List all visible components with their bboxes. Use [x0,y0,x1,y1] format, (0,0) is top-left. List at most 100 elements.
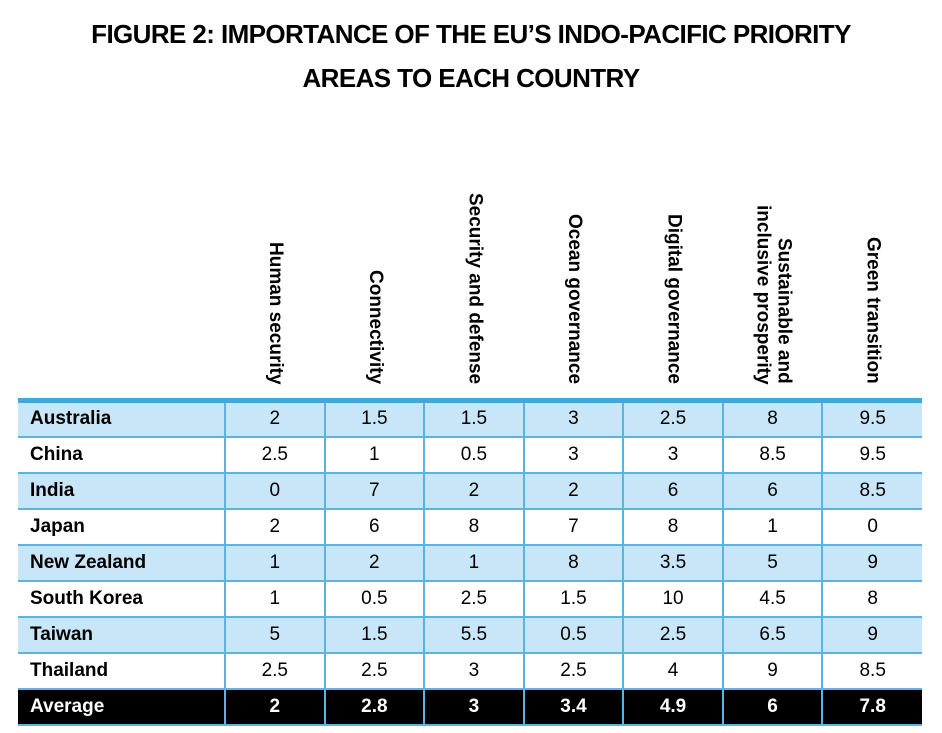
value-cell: 5 [224,616,325,654]
value-cell: 5 [721,544,823,582]
value-cell: 6 [622,472,723,510]
column-header-sustainable-prosperity: Sustainable and inclusive prosperity [722,100,823,401]
table-body: Australia 2 1.5 1.5 3 2.5 8 9.5 China 2.… [18,398,922,726]
value-cell: 8.5 [721,436,823,474]
value-cell: 1 [423,544,524,582]
value-cell: 1 [721,508,823,546]
value-cell: 9 [821,544,922,582]
value-cell: 8.5 [821,652,922,690]
column-header-green-transition: Green transition [822,100,922,401]
value-cell: 1.5 [423,398,524,438]
value-cell: 8 [522,544,624,582]
value-cell: 9 [721,652,823,690]
average-value-cell: 3.4 [522,688,624,726]
priority-areas-table: Human security Connectivity Security and… [18,100,922,726]
value-cell: 6 [323,508,425,546]
value-cell: 2 [423,472,524,510]
value-cell: 0.5 [323,580,425,618]
average-value-cell: 2.8 [323,688,425,726]
value-cell: 7 [323,472,425,510]
column-header-ocean-governance: Ocean governance [523,100,624,401]
value-cell: 2.5 [622,398,723,438]
column-header-label: Digital governance [663,214,685,385]
value-cell: 2.5 [423,580,524,618]
value-cell: 4.5 [721,580,823,618]
value-cell: 6 [721,472,823,510]
country-cell: China [18,436,225,474]
table-row-taiwan: Taiwan 5 1.5 5.5 0.5 2.5 6.5 9 [18,616,922,654]
value-cell: 3 [522,436,624,474]
value-cell: 8.5 [821,472,922,510]
column-header-label: Human security [265,241,287,385]
header-row: Human security Connectivity Security and… [18,100,922,401]
column-header-label: Connectivity [364,270,386,385]
value-cell: 1 [323,436,425,474]
table-row-thailand: Thailand 2.5 2.5 3 2.5 4 9 8.5 [18,652,922,690]
value-cell: 1.5 [522,580,624,618]
average-value-cell: 7.8 [821,688,922,726]
country-cell: Japan [18,508,225,546]
country-cell: Taiwan [18,616,225,654]
value-cell: 7 [522,508,624,546]
value-cell: 2 [224,398,325,438]
value-cell: 6.5 [721,616,823,654]
value-cell: 0 [224,472,325,510]
value-cell: 3.5 [622,544,723,582]
value-cell: 1.5 [323,616,425,654]
value-cell: 9.5 [821,398,922,438]
value-cell: 2 [224,508,325,546]
country-cell: India [18,472,225,510]
country-cell: Thailand [18,652,225,690]
value-cell: 1 [224,580,325,618]
table-row-japan: Japan 2 6 8 7 8 1 0 [18,508,922,546]
average-value-cell: 3 [423,688,524,726]
table-row-china: China 2.5 1 0.5 3 3 8.5 9.5 [18,436,922,474]
value-cell: 9 [821,616,922,654]
table-row-australia: Australia 2 1.5 1.5 3 2.5 8 9.5 [18,398,922,438]
value-cell: 2 [522,472,624,510]
value-cell: 0.5 [423,436,524,474]
value-cell: 8 [622,508,723,546]
column-header-connectivity: Connectivity [324,100,425,401]
average-label-cell: Average [18,688,225,726]
value-cell: 2.5 [323,652,425,690]
value-cell: 5.5 [423,616,524,654]
column-header-label: Green transition [862,237,884,385]
average-value-cell: 4.9 [622,688,723,726]
value-cell: 10 [622,580,723,618]
column-header-digital-governance: Digital governance [623,100,723,401]
figure-title-line1: FIGURE 2: IMPORTANCE OF THE EU’S INDO-PA… [91,19,851,49]
table-row-average: Average 2 2.8 3 3.4 4.9 6 7.8 [18,688,922,726]
value-cell: 8 [821,580,922,618]
table-row-india: India 0 7 2 2 6 6 8.5 [18,472,922,510]
average-value-cell: 2 [224,688,325,726]
table-row-new-zealand: New Zealand 1 2 1 8 3.5 5 9 [18,544,922,582]
country-column-header [18,100,225,401]
value-cell: 3 [622,436,723,474]
value-cell: 3 [423,652,524,690]
value-cell: 0 [821,508,922,546]
column-header-security-defense: Security and defense [424,100,524,401]
table-row-south-korea: South Korea 1 0.5 2.5 1.5 10 4.5 8 [18,580,922,618]
value-cell: 8 [721,398,823,438]
value-cell: 2 [323,544,425,582]
column-header-label: Security and defense [464,192,486,385]
figure-title-line2: AREAS TO EACH COUNTRY [302,63,641,93]
column-header-label: Ocean governance [563,214,585,385]
value-cell: 2.5 [224,652,325,690]
value-cell: 1.5 [323,398,425,438]
value-cell: 3 [522,398,624,438]
value-cell: 4 [622,652,723,690]
value-cell: 2.5 [224,436,325,474]
value-cell: 2.5 [622,616,723,654]
country-cell: Australia [18,398,225,438]
value-cell: 1 [224,544,325,582]
country-cell: South Korea [18,580,225,618]
value-cell: 2.5 [522,652,624,690]
value-cell: 8 [423,508,524,546]
country-cell: New Zealand [18,544,225,582]
figure-title: FIGURE 2: IMPORTANCE OF THE EU’S INDO-PA… [0,0,942,100]
table-header: Human security Connectivity Security and… [18,100,922,401]
value-cell: 0.5 [522,616,624,654]
